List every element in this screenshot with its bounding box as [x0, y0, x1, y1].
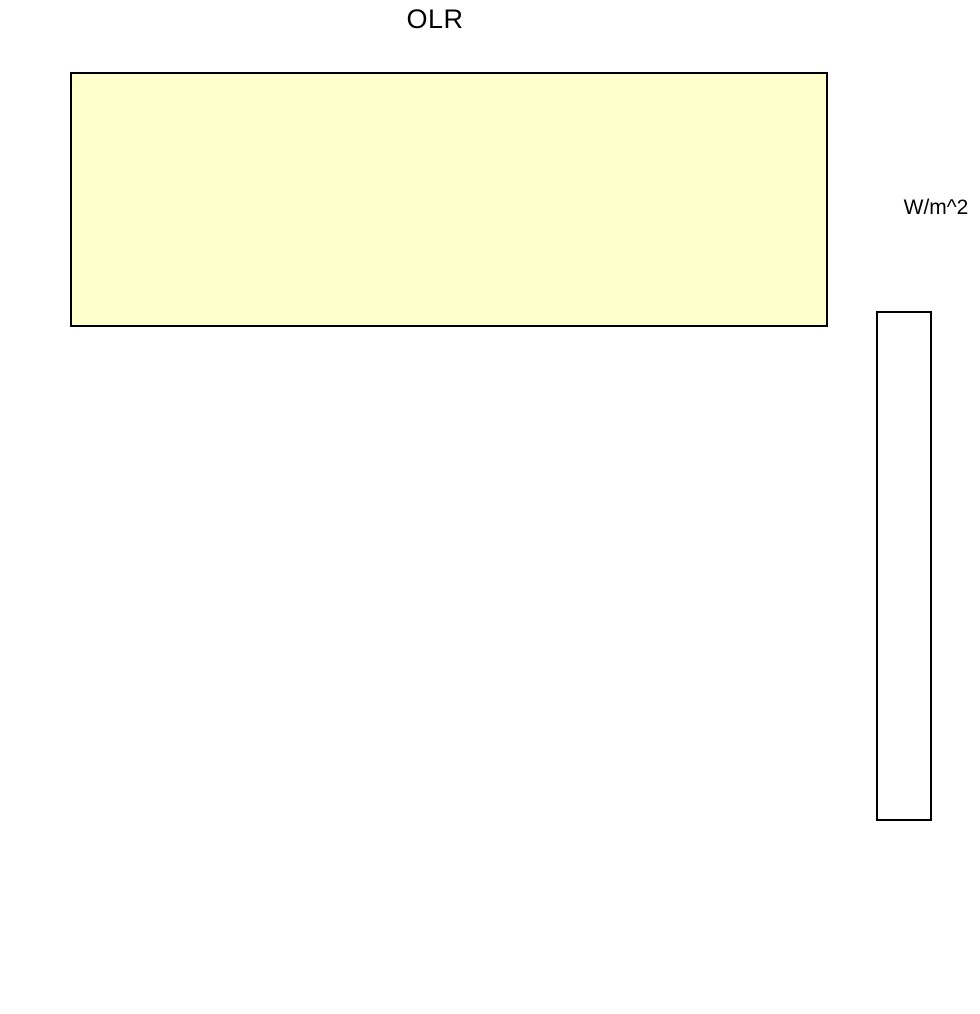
olr-field-0: [72, 74, 826, 325]
page-title: OLR: [406, 4, 464, 34]
colorbar[interactable]: [876, 311, 932, 821]
map-panel-0: [70, 72, 828, 327]
colorbar-units-label: W/m^2: [903, 196, 969, 219]
